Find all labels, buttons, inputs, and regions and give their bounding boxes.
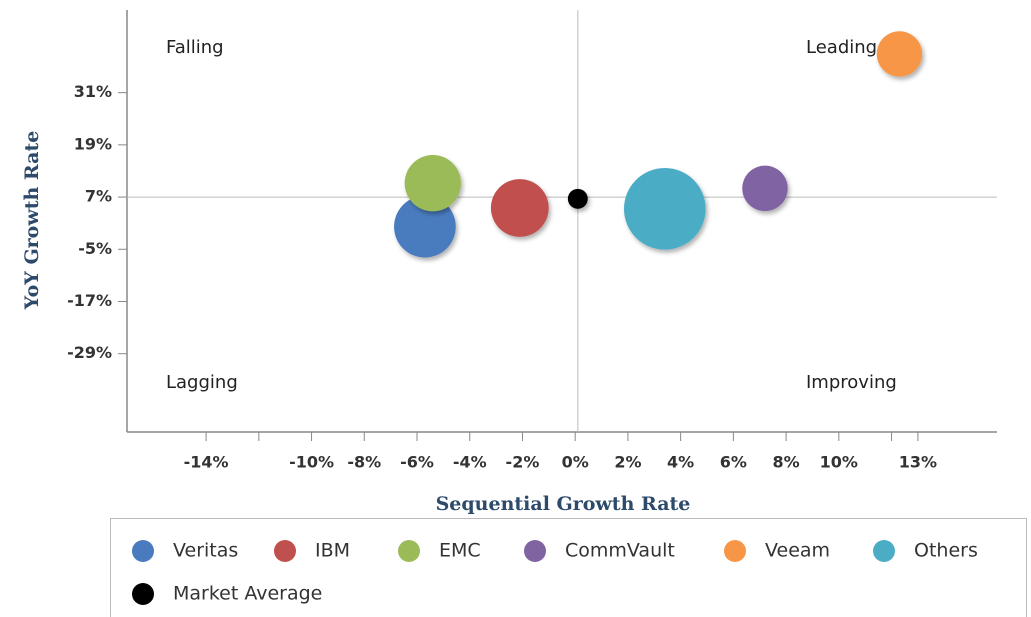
legend-marker [873, 540, 895, 562]
legend-marker [398, 540, 420, 562]
legend-marker [724, 540, 746, 562]
plot-area [118, 10, 997, 441]
bubble [623, 167, 706, 250]
x-tick-label: 0% [562, 453, 589, 472]
quadrant-label: Falling [166, 37, 224, 58]
legend-label: Veritas [173, 540, 238, 562]
x-tick-label: -14% [184, 453, 229, 472]
bubble [404, 154, 461, 212]
legend-label: Others [914, 540, 978, 562]
x-tick-label: -6% [400, 453, 434, 472]
legend-label: CommVault [565, 540, 675, 562]
legend-marker [132, 583, 154, 605]
y-tick-label: -17% [67, 291, 112, 310]
x-tick-label: 13% [899, 453, 937, 472]
x-tick-label: 8% [773, 453, 800, 472]
x-tick-label: 4% [667, 453, 694, 472]
legend-marker [132, 540, 154, 562]
y-tick-label: -29% [67, 343, 112, 362]
bubble [876, 31, 923, 77]
legend-label: IBM [315, 540, 350, 562]
y-tick-label: -5% [78, 239, 112, 258]
bubble [394, 195, 456, 258]
x-tick-label: -4% [453, 453, 487, 472]
quadrant-label: Leading [806, 37, 877, 58]
x-tick-label: -8% [347, 453, 381, 472]
legend-label: EMC [439, 540, 481, 562]
x-tick-label: 2% [614, 453, 641, 472]
bubble [742, 165, 788, 212]
y-tick-label: 31% [74, 82, 112, 101]
legend-label: Market Average [173, 583, 322, 605]
legend-marker [274, 540, 296, 562]
x-tick-label: -2% [506, 453, 540, 472]
y-axis-title: YoY Growth Rate [21, 131, 43, 311]
quadrant-label: Lagging [166, 372, 238, 393]
x-tick-label: 10% [820, 453, 858, 472]
legend-label: Veeam [765, 540, 830, 562]
quadrant-label: Improving [806, 372, 897, 393]
y-tick-label: 19% [74, 134, 112, 153]
x-tick-label: -10% [289, 453, 334, 472]
bubble [567, 188, 588, 209]
x-tick-label: 6% [720, 453, 747, 472]
legend-marker [524, 540, 546, 562]
y-tick-label: 7% [85, 187, 112, 206]
legend [110, 518, 1027, 617]
bubble [490, 179, 549, 237]
x-axis-title: Sequential Growth Rate [436, 493, 691, 515]
